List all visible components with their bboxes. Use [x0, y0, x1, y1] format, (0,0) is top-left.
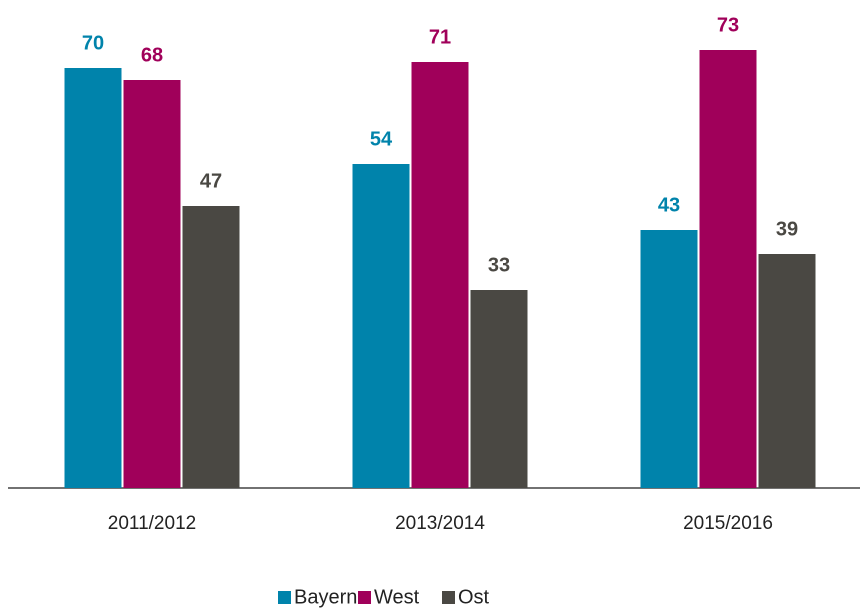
value-label: 39 [776, 218, 798, 240]
value-label: 68 [141, 44, 163, 66]
bar [470, 290, 528, 488]
value-label: 33 [488, 254, 510, 276]
legend-swatch [278, 591, 291, 604]
x-tick-label: 2011/2012 [108, 513, 196, 534]
bar [411, 62, 469, 488]
legend-swatch [358, 591, 371, 604]
value-label: 71 [429, 26, 451, 48]
legend-label: Ost [458, 586, 490, 608]
value-label: 70 [82, 32, 104, 54]
bar [640, 230, 698, 488]
bar [123, 80, 181, 488]
legend-label: West [374, 586, 420, 608]
bar [758, 254, 816, 488]
value-label: 43 [658, 194, 680, 216]
bar [64, 68, 122, 488]
bar [352, 164, 410, 488]
bar [182, 206, 240, 488]
value-label: 54 [370, 128, 393, 150]
x-tick-label: 2015/2016 [683, 513, 773, 534]
value-label: 73 [717, 14, 739, 36]
value-label: 47 [200, 170, 222, 192]
legend-swatch [442, 591, 455, 604]
x-tick-label: 2013/2014 [395, 513, 485, 534]
legend-label: Bayern [294, 586, 357, 608]
bar [699, 50, 757, 488]
